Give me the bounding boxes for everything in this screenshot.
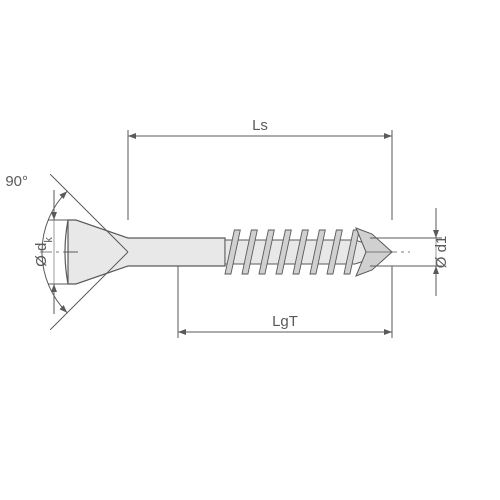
dim-label: LgT [272, 313, 298, 330]
dim-label: Ls [252, 117, 268, 134]
dim-angle-label: 90° [5, 173, 28, 190]
dim-d1-label: Ø d1 [433, 236, 450, 269]
